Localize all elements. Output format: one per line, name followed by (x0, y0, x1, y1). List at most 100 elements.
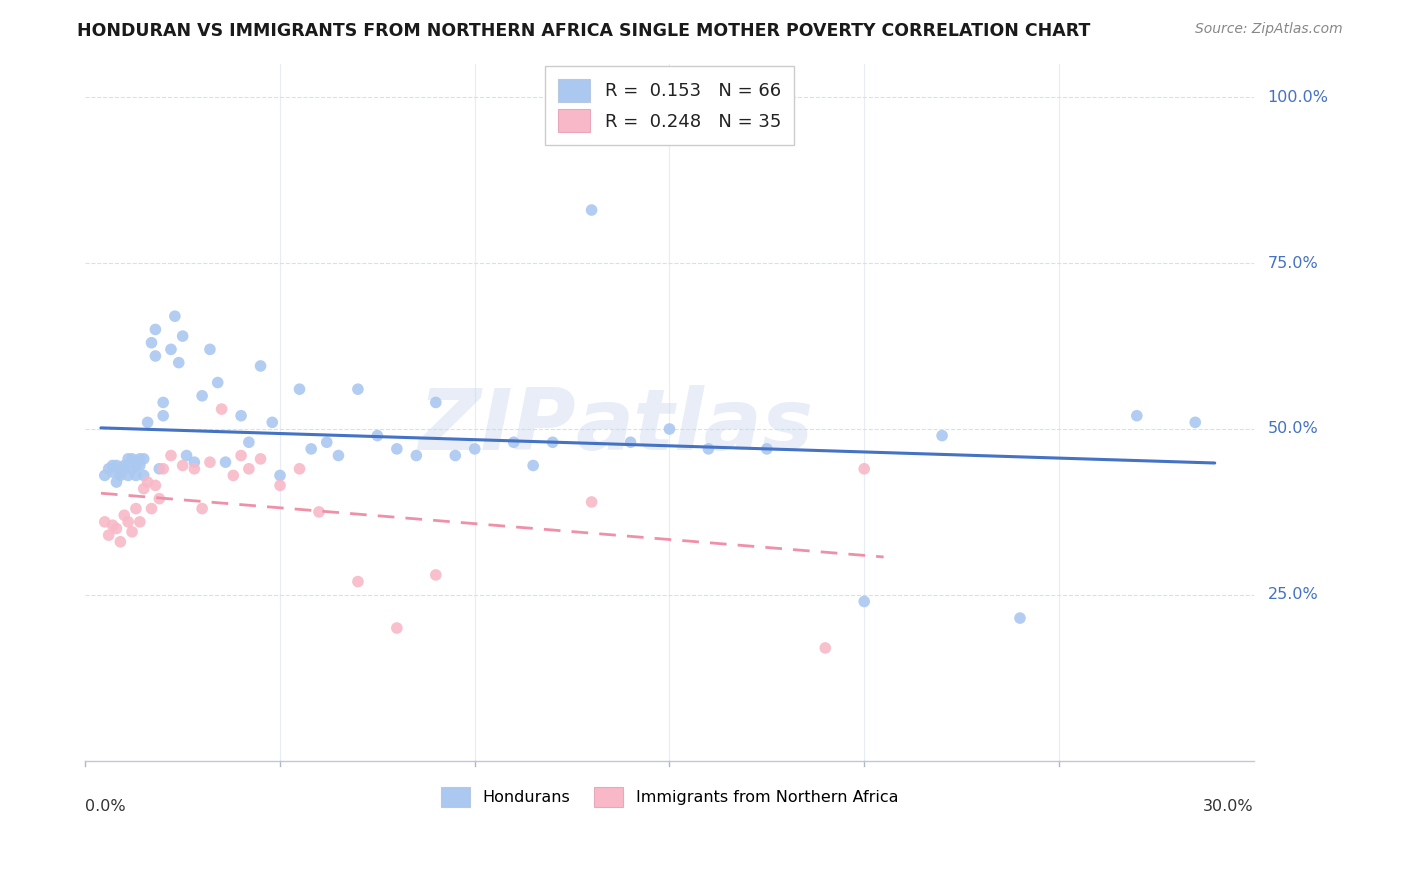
Text: Source: ZipAtlas.com: Source: ZipAtlas.com (1195, 22, 1343, 37)
Point (385, 442, 408, 456)
Point (522, 458, 544, 473)
Point (619, 435, 641, 450)
Point (198, 455, 221, 469)
Point (141, 335, 163, 350)
Point (132, 482, 155, 496)
Point (385, 621, 408, 635)
Text: HONDURAN VS IMMIGRANTS FROM NORTHERN AFRICA SINGLE MOTHER POVERTY CORRELATION CH: HONDURAN VS IMMIGRANTS FROM NORTHERN AFR… (77, 22, 1091, 40)
Point (112, 508, 135, 523)
Point (853, 594, 876, 608)
Text: 50.0%: 50.0% (1268, 422, 1319, 436)
Point (1008, 611, 1031, 625)
Point (299, 442, 322, 456)
Point (262, 415, 284, 429)
Point (128, 458, 150, 473)
Point (125, 458, 148, 473)
Point (697, 442, 720, 456)
Point (167, 356, 190, 370)
Point (249, 359, 271, 373)
Point (366, 428, 388, 442)
Point (136, 415, 159, 429)
Point (222, 468, 245, 483)
Point (121, 524, 143, 539)
Point (125, 501, 148, 516)
Point (112, 458, 135, 473)
Point (148, 491, 170, 506)
Point (145, 322, 167, 336)
Point (211, 402, 233, 417)
Point (128, 451, 150, 466)
Point (464, 442, 486, 456)
Point (191, 389, 214, 403)
Point (94, 468, 117, 483)
Point (105, 521, 128, 535)
Point (328, 449, 350, 463)
Point (145, 349, 167, 363)
Point (148, 462, 170, 476)
Point (1126, 409, 1149, 423)
Point (814, 640, 837, 655)
Point (117, 451, 139, 466)
Point (110, 534, 132, 549)
Point (308, 505, 330, 519)
Point (502, 435, 524, 450)
Point (755, 442, 778, 456)
Point (853, 462, 876, 476)
Point (112, 462, 135, 476)
Point (97, 528, 120, 542)
Point (581, 495, 603, 509)
Point (347, 382, 370, 396)
Point (121, 462, 143, 476)
Point (198, 343, 221, 357)
Point (105, 475, 128, 489)
Point (425, 568, 447, 582)
Point (176, 449, 198, 463)
Point (136, 475, 159, 489)
Point (128, 515, 150, 529)
Point (117, 468, 139, 483)
Point (581, 202, 603, 217)
Point (269, 468, 291, 483)
Point (110, 468, 132, 483)
Point (132, 451, 155, 466)
Point (214, 455, 236, 469)
Point (101, 458, 124, 473)
Point (238, 435, 260, 450)
Text: 30.0%: 30.0% (1204, 799, 1254, 814)
Point (132, 468, 155, 483)
Point (121, 451, 143, 466)
Point (405, 449, 427, 463)
Point (931, 428, 953, 442)
Point (110, 465, 132, 479)
Point (658, 422, 681, 436)
Point (172, 458, 194, 473)
Point (269, 478, 291, 492)
Point (249, 451, 271, 466)
Point (444, 449, 467, 463)
Point (160, 449, 183, 463)
Text: 100.0%: 100.0% (1268, 90, 1329, 104)
Point (152, 395, 174, 409)
Text: 75.0%: 75.0% (1268, 256, 1319, 270)
Point (117, 515, 139, 529)
Point (101, 518, 124, 533)
Point (288, 462, 311, 476)
Point (125, 468, 148, 483)
Point (238, 462, 260, 476)
Point (315, 435, 337, 450)
Point (94, 515, 117, 529)
Point (172, 329, 194, 343)
Point (101, 465, 124, 479)
Point (425, 395, 447, 409)
Point (541, 435, 564, 450)
Text: ZIP: ZIP (419, 384, 576, 467)
Legend: Hondurans, Immigrants from Northern Africa: Hondurans, Immigrants from Northern Afri… (433, 779, 905, 815)
Point (163, 309, 186, 323)
Point (152, 462, 174, 476)
Point (183, 455, 205, 469)
Point (207, 376, 229, 390)
Text: 25.0%: 25.0% (1268, 587, 1319, 602)
Point (183, 462, 205, 476)
Point (160, 343, 183, 357)
Text: 0.0%: 0.0% (86, 799, 127, 814)
